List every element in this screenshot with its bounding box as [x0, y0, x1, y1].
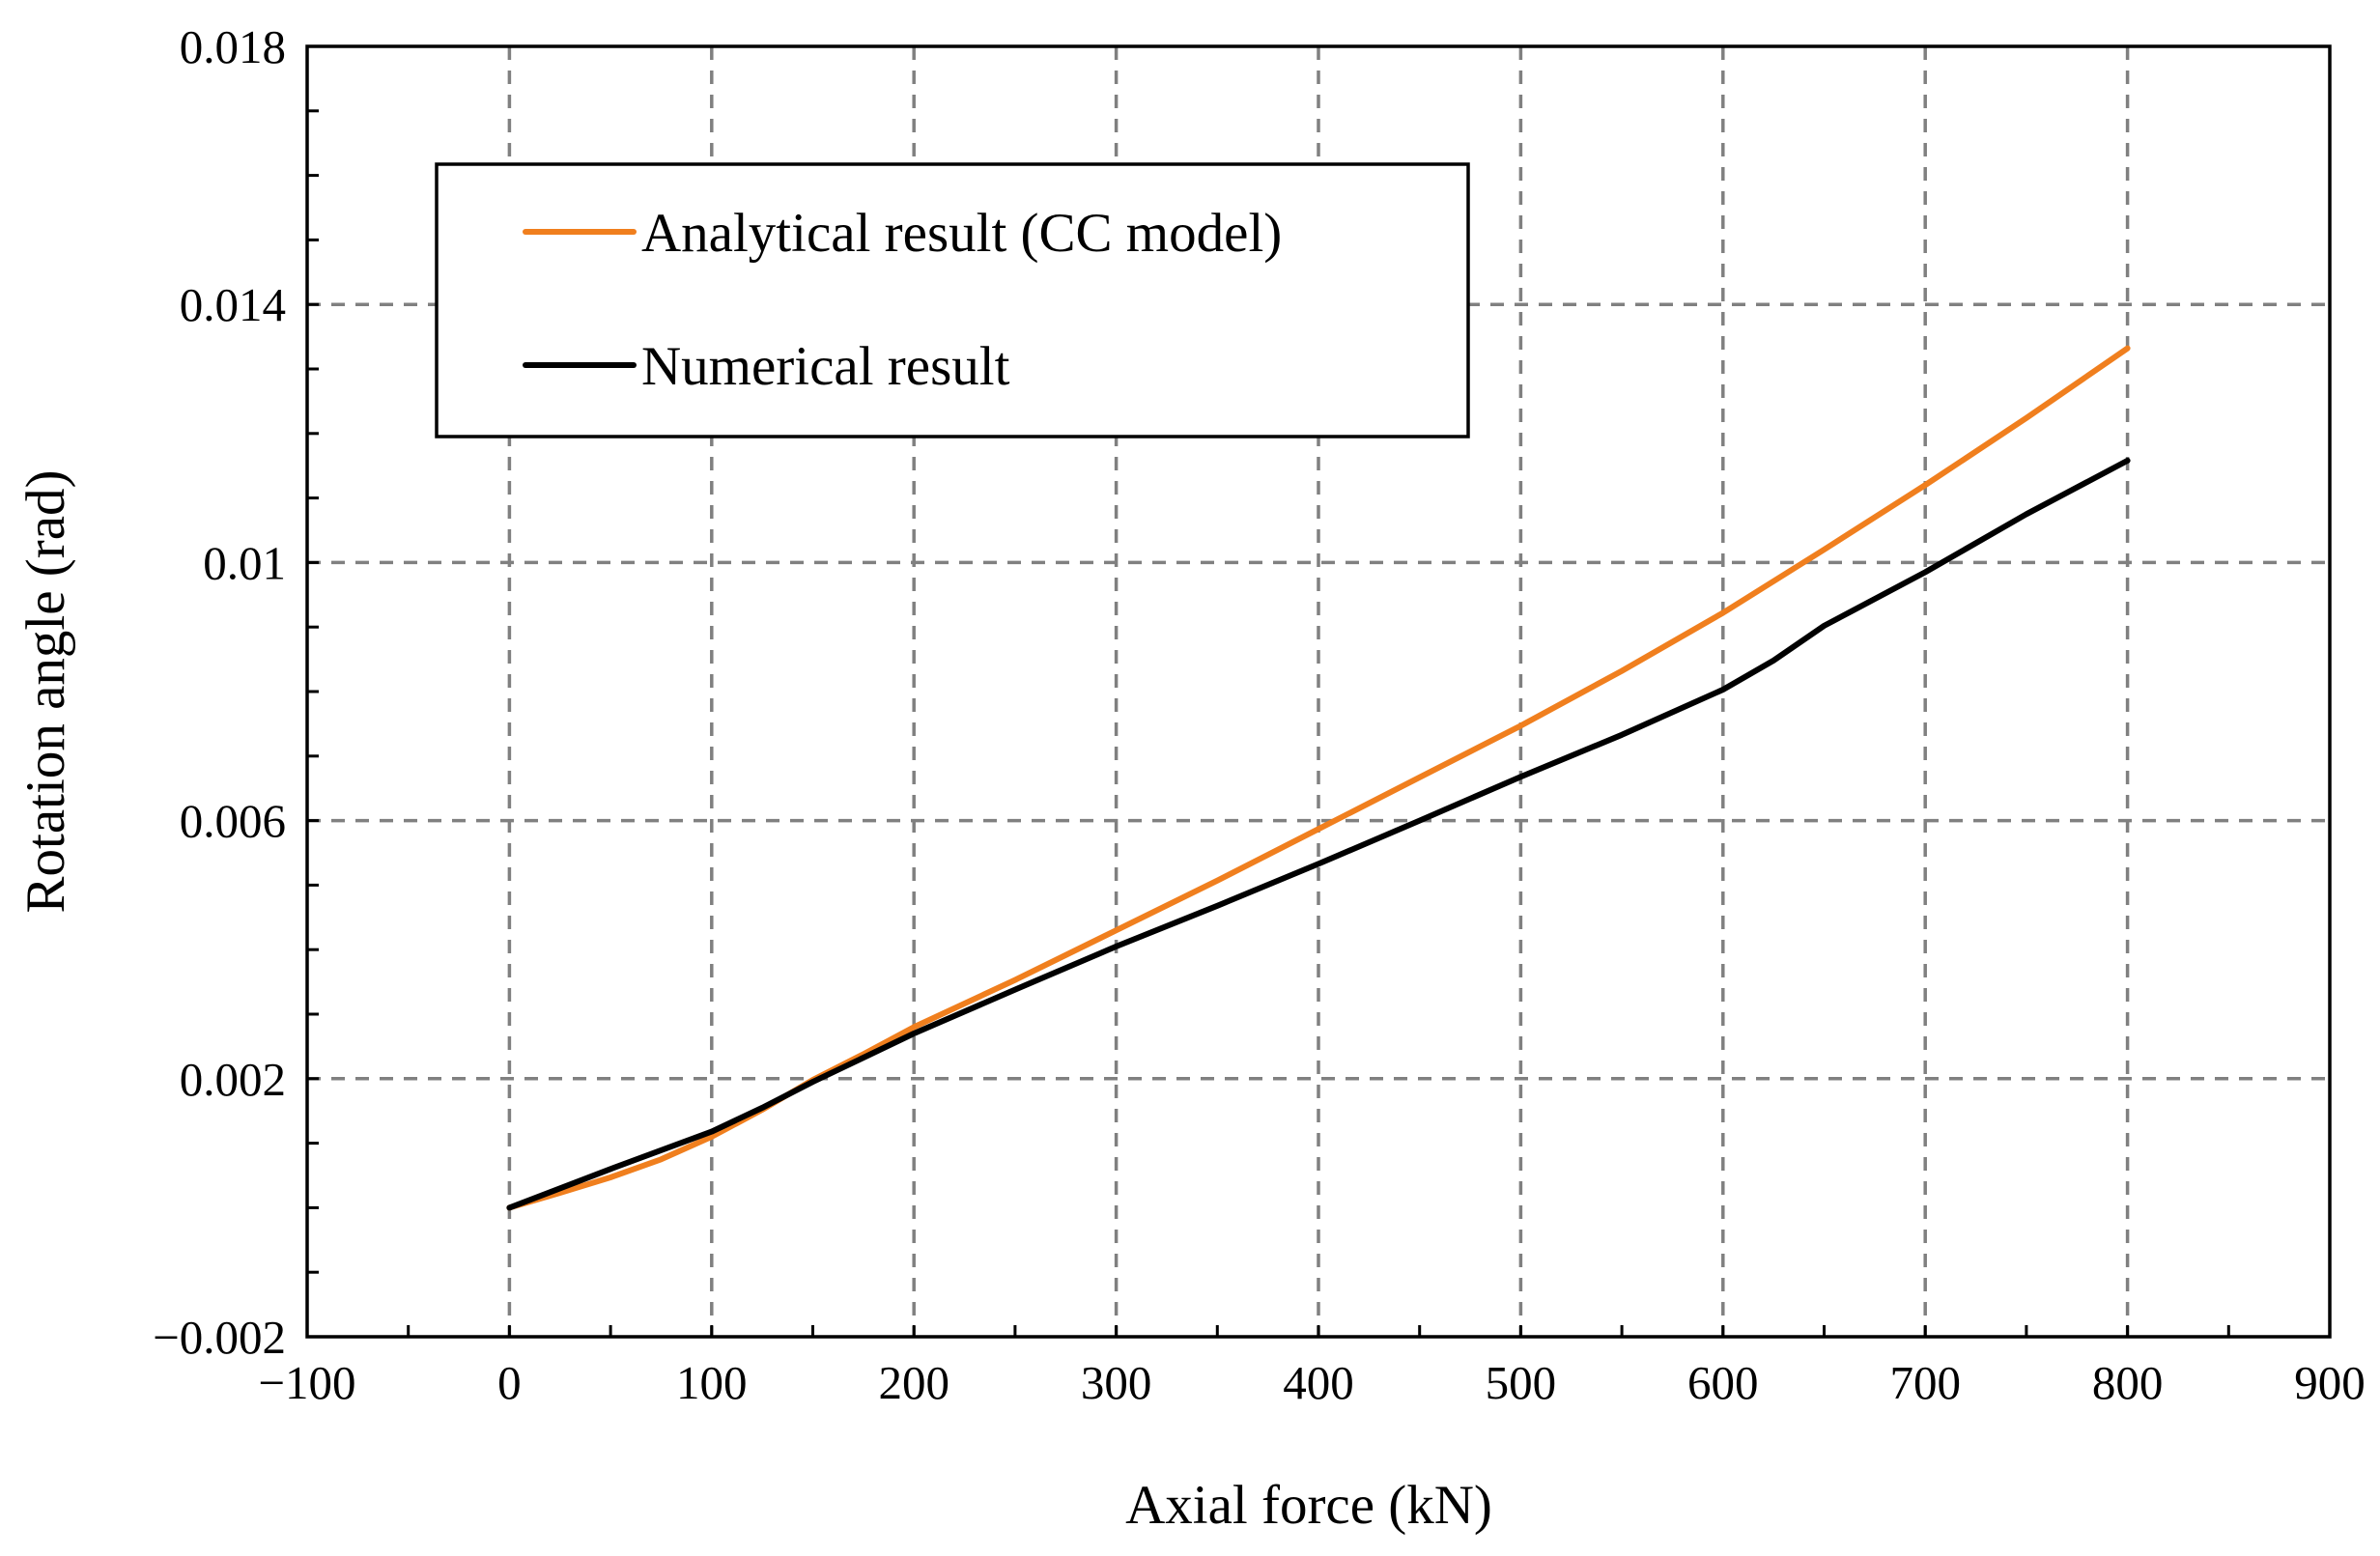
y-tick-labels: −0.002 0.002 0.006 0.01 0.014 0.018	[153, 20, 286, 1364]
legend: Analytical result (CC model) Numerical r…	[435, 162, 1470, 439]
x-tick-label: 100	[676, 1356, 748, 1409]
y-tick-label: −0.002	[153, 1311, 286, 1364]
x-tick-label: 400	[1283, 1356, 1354, 1409]
x-tick-labels: −100 0 100 200 300 400 500 600 700 800 900	[258, 1356, 2365, 1409]
x-tick-label: −100	[258, 1356, 355, 1409]
series-lines	[506, 345, 2131, 1211]
x-tick-label: 600	[1687, 1356, 1759, 1409]
x-tick-label: 500	[1486, 1356, 1557, 1409]
x-axis-title: Axial force (kN)	[1125, 1475, 1492, 1536]
x-tick-label: 200	[878, 1356, 949, 1409]
x-tick-label: 0	[497, 1356, 522, 1409]
grid-lines	[307, 46, 2330, 1337]
x-tick-label: 700	[1889, 1356, 1961, 1409]
y-tick-label: 0.002	[180, 1053, 286, 1106]
y-tick-label: 0.014	[180, 278, 286, 331]
x-tick-label: 900	[2294, 1356, 2366, 1409]
y-axis-title: Rotation angle (rad)	[15, 469, 76, 913]
series-analytical-line	[506, 345, 2131, 1211]
x-tick-label: 300	[1081, 1356, 1152, 1409]
plot-frame	[305, 44, 2332, 1339]
series-numerical-line	[506, 457, 2131, 1211]
legend-label-analytical: Analytical result (CC model)	[641, 203, 1282, 264]
legend-box	[435, 162, 1470, 439]
x-tick-label: 800	[2092, 1356, 2164, 1409]
y-tick-label: 0.018	[180, 20, 286, 73]
y-tick-label: 0.006	[180, 795, 286, 848]
legend-label-numerical: Numerical result	[641, 336, 1010, 397]
y-tick-label: 0.01	[203, 536, 286, 589]
